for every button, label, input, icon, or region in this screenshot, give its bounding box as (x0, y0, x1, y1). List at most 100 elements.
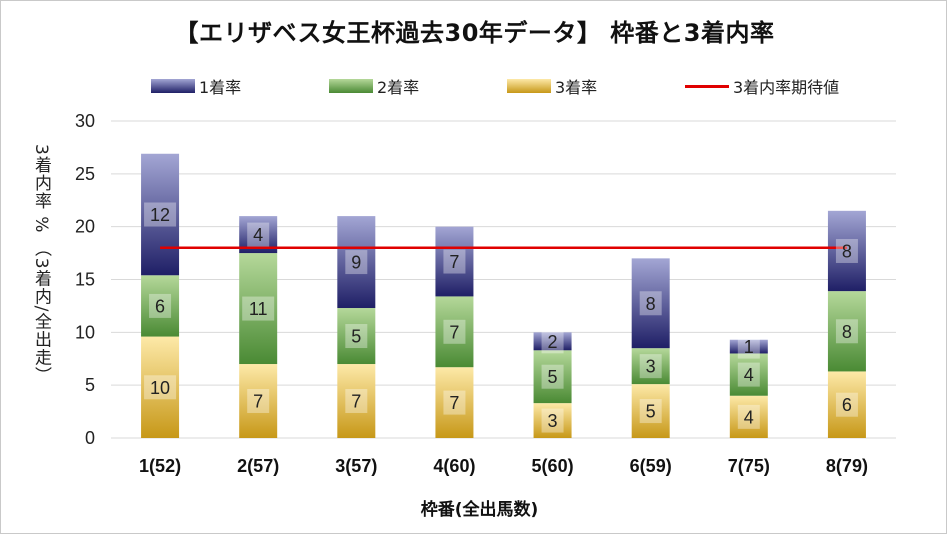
y-axis-label: 3着内率 % （3着内/全出走） (31, 144, 51, 385)
data-labels: 10 6 12 7 11 4 7 5 9 7 7 7 3 5 2 5 3 8 4 4 1 6 8 8 (144, 202, 858, 433)
gridlines (111, 120, 896, 439)
data-label: 8 (842, 322, 852, 342)
bar-3rd (533, 403, 572, 438)
legend-label-1st: 1着率 (199, 78, 242, 97)
bar-3rd (239, 364, 278, 438)
y-ticks: 0 5 10 15 20 25 30 (75, 111, 95, 448)
legend-swatch-expected (685, 84, 729, 88)
bar-2nd (631, 348, 670, 385)
bar-3rd (729, 395, 768, 438)
bar-1st (141, 153, 180, 276)
data-label: 7 (351, 392, 361, 412)
bar-2nd (239, 253, 278, 365)
x-tick-label: 6(59) (630, 456, 672, 476)
legend-item-expected: 3着内率期待値 (685, 74, 839, 98)
data-label-bg (639, 291, 662, 316)
data-label-bg (144, 375, 177, 400)
data-label-bg (541, 408, 564, 433)
bar-2nd (827, 291, 866, 372)
x-tick-label: 2(57) (237, 456, 279, 476)
bar-2nd (533, 350, 572, 404)
legend-swatch-2nd (329, 79, 373, 93)
x-tick-label: 1(52) (139, 456, 181, 476)
data-label-bg (639, 354, 662, 379)
data-label-bg (541, 329, 564, 354)
data-label-bg (737, 404, 760, 429)
data-label-bg (149, 293, 172, 318)
bar-3rd (631, 384, 670, 438)
data-label: 7 (253, 392, 263, 412)
data-label-bg (835, 319, 858, 344)
x-axis-label: 枠番(全出馬数) (420, 500, 539, 520)
legend-item-3rd: 3着率 (507, 74, 597, 98)
x-tick-label: 7(75) (728, 456, 770, 476)
data-label: 2 (548, 332, 558, 352)
chart-title: 【エリザベス女王杯過去30年データ】 枠番と3着内率 (174, 19, 775, 47)
data-label: 6 (155, 296, 165, 316)
x-ticks: 1(52) 2(57) 3(57) 4(60) 5(60) 6(59) 7(75) 8(79) (139, 456, 868, 476)
bar-1st (827, 210, 866, 292)
bar-2nd (337, 308, 376, 365)
legend-swatch-1st (151, 79, 195, 93)
data-label-bg (835, 392, 858, 417)
legend-swatch-3rd (507, 79, 551, 93)
data-label: 10 (150, 378, 170, 398)
bars (141, 153, 866, 438)
data-label: 7 (449, 322, 459, 342)
data-label: 4 (253, 225, 263, 245)
data-label: 6 (842, 395, 852, 415)
bar-1st (533, 332, 572, 351)
y-tick-label: 25 (75, 164, 95, 184)
x-tick-label: 5(60) (532, 456, 574, 476)
legend-item-1st: 1着率 (151, 74, 241, 98)
data-label: 1 (744, 337, 754, 357)
bar-1st (631, 258, 670, 349)
bar-3rd (337, 364, 376, 438)
legend-label-expected: 3着内率期待値 (733, 78, 840, 97)
data-label-bg (639, 399, 662, 424)
data-label-bg (737, 362, 760, 387)
data-label-bg (345, 389, 368, 414)
data-label: 5 (548, 367, 558, 387)
y-tick-label: 15 (75, 270, 95, 290)
data-label-bg (443, 249, 466, 274)
y-tick-label: 0 (85, 428, 95, 448)
bar-1st (435, 226, 474, 297)
y-tick-label: 30 (75, 111, 95, 131)
data-label-bg (443, 390, 466, 415)
bar-3rd (827, 371, 866, 438)
bar-2nd (435, 296, 474, 368)
data-label: 11 (249, 299, 268, 319)
data-label-bg (247, 389, 270, 414)
data-label: 5 (351, 327, 361, 347)
data-label-bg (242, 296, 275, 321)
bar-3rd (435, 367, 474, 438)
data-label: 4 (744, 407, 754, 427)
data-label-bg (541, 364, 564, 389)
bar-1st (337, 216, 376, 309)
data-label-bg (144, 202, 177, 227)
bar-3rd (141, 336, 180, 438)
data-label-bg (737, 334, 760, 359)
data-label-bg (345, 324, 368, 349)
data-label-bg (247, 222, 270, 247)
x-tick-label: 4(60) (433, 456, 475, 476)
data-label: 7 (449, 393, 459, 413)
data-label-bg (835, 238, 858, 263)
bar-1st (729, 339, 768, 354)
data-label: 3 (646, 357, 656, 377)
legend-item-2nd: 2着率 (329, 74, 419, 98)
bar-2nd (141, 275, 180, 337)
data-label: 9 (351, 253, 361, 273)
data-label: 8 (646, 294, 656, 314)
y-tick-label: 10 (75, 322, 95, 342)
legend-label-3rd: 3着率 (555, 78, 598, 97)
x-tick-label: 3(57) (335, 456, 377, 476)
data-label: 4 (744, 365, 754, 385)
data-label: 12 (150, 205, 170, 225)
data-label: 7 (449, 252, 459, 272)
bar-2nd (729, 353, 768, 396)
data-label: 5 (646, 402, 656, 422)
